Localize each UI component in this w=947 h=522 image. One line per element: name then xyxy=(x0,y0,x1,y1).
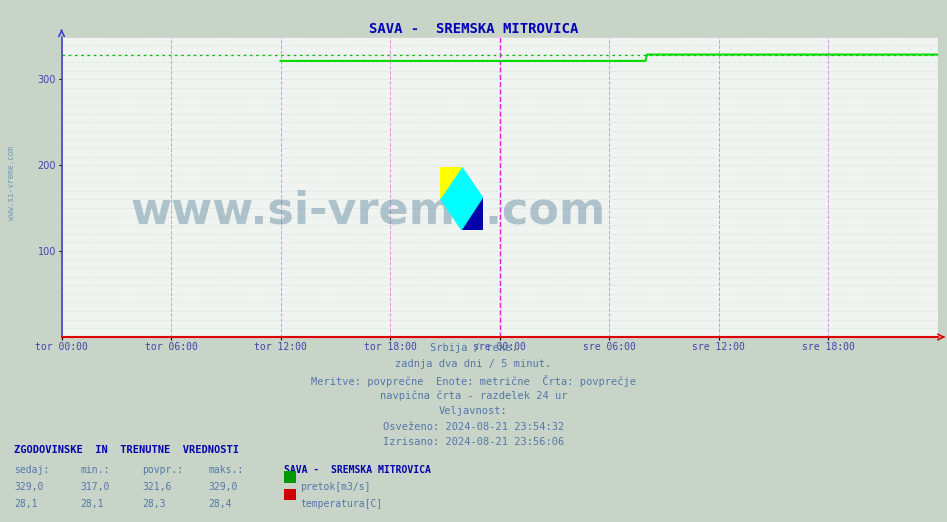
Text: 317,0: 317,0 xyxy=(80,482,110,492)
Polygon shape xyxy=(440,167,483,230)
Text: 329,0: 329,0 xyxy=(14,482,44,492)
Text: min.:: min.: xyxy=(80,465,110,474)
Text: Izrisano: 2024-08-21 23:56:06: Izrisano: 2024-08-21 23:56:06 xyxy=(383,437,564,447)
Polygon shape xyxy=(440,167,462,198)
Text: ZGODOVINSKE  IN  TRENUTNE  VREDNOSTI: ZGODOVINSKE IN TRENUTNE VREDNOSTI xyxy=(14,445,240,455)
Text: zadnja dva dni / 5 minut.: zadnja dva dni / 5 minut. xyxy=(396,359,551,369)
Text: povpr.:: povpr.: xyxy=(142,465,183,474)
Text: sedaj:: sedaj: xyxy=(14,465,49,474)
Text: navpična črta - razdelek 24 ur: navpična črta - razdelek 24 ur xyxy=(380,390,567,401)
Text: Srbija / reke.: Srbija / reke. xyxy=(430,343,517,353)
Text: 28,1: 28,1 xyxy=(14,499,38,509)
Text: 28,1: 28,1 xyxy=(80,499,104,509)
Text: pretok[m3/s]: pretok[m3/s] xyxy=(300,482,370,492)
Text: 28,3: 28,3 xyxy=(142,499,166,509)
Text: SAVA -  SREMSKA MITROVICA: SAVA - SREMSKA MITROVICA xyxy=(368,22,579,35)
Text: SAVA -  SREMSKA MITROVICA: SAVA - SREMSKA MITROVICA xyxy=(284,465,431,474)
Polygon shape xyxy=(462,198,483,230)
Text: Veljavnost:: Veljavnost: xyxy=(439,406,508,416)
Text: maks.:: maks.: xyxy=(208,465,243,474)
Text: www.si-vreme.com: www.si-vreme.com xyxy=(131,189,606,232)
Text: 321,6: 321,6 xyxy=(142,482,171,492)
Text: www.si-vreme.com: www.si-vreme.com xyxy=(7,146,16,220)
Text: temperatura[C]: temperatura[C] xyxy=(300,499,383,509)
Text: 28,4: 28,4 xyxy=(208,499,232,509)
Text: 329,0: 329,0 xyxy=(208,482,238,492)
Text: Meritve: povprečne  Enote: metrične  Črta: povprečje: Meritve: povprečne Enote: metrične Črta:… xyxy=(311,375,636,387)
Text: Osveženo: 2024-08-21 23:54:32: Osveženo: 2024-08-21 23:54:32 xyxy=(383,422,564,432)
